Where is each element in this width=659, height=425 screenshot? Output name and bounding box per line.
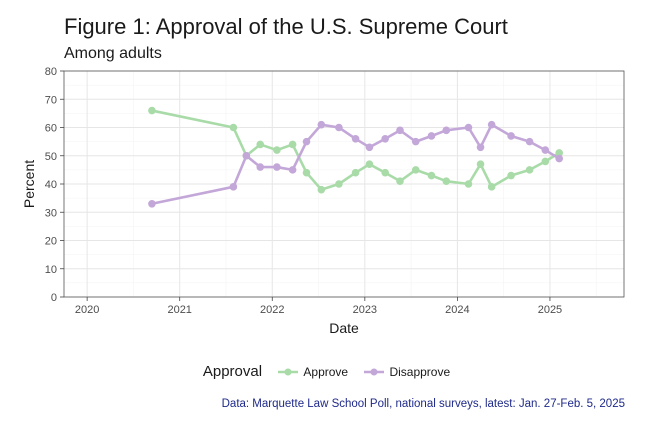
- legend-title: Approval: [202, 363, 263, 380]
- point-approve-3: [256, 140, 265, 149]
- point-disapprove-13: [411, 137, 420, 146]
- point-disapprove-10: [365, 143, 374, 152]
- point-disapprove-22: [555, 154, 564, 163]
- y-tick-label-30: 30: [45, 207, 57, 219]
- point-approve-15: [442, 177, 451, 185]
- y-tick-label-80: 80: [45, 66, 57, 78]
- x-tick-label-2023: 2023: [353, 304, 377, 316]
- point-disapprove-1: [229, 183, 238, 191]
- x-tick-label-2022: 2022: [260, 304, 284, 316]
- point-approve-6: [302, 168, 311, 177]
- point-approve-19: [507, 171, 515, 180]
- point-approve-21: [541, 157, 550, 166]
- point-approve-16: [464, 180, 473, 188]
- point-approve-18: [487, 183, 496, 191]
- point-disapprove-16: [464, 123, 473, 132]
- point-disapprove-20: [525, 137, 534, 146]
- chart-subtitle: Among adults: [64, 45, 162, 62]
- y-tick-label-0: 0: [51, 292, 57, 304]
- legend-entry-disapprove: Disapprove: [363, 365, 450, 379]
- legend-label-approve: Approve: [303, 364, 349, 379]
- point-approve-11: [381, 168, 389, 177]
- x-tick-label-2020: 2020: [75, 304, 99, 316]
- point-disapprove-5: [288, 166, 297, 174]
- x-axis-title: Date: [329, 320, 359, 336]
- y-tick-label-40: 40: [45, 179, 57, 191]
- point-approve-12: [396, 177, 404, 185]
- x-tick-label-2025: 2025: [538, 304, 562, 316]
- legend-label-disapprove: Disapprove: [389, 364, 451, 379]
- point-disapprove-17: [476, 143, 485, 152]
- point-approve-20: [525, 166, 534, 174]
- point-disapprove-14: [427, 132, 436, 140]
- point-disapprove-15: [442, 126, 451, 135]
- y-tick-label-20: 20: [45, 236, 57, 248]
- y-tick-label-70: 70: [45, 94, 57, 106]
- point-approve-10: [365, 160, 374, 169]
- point-approve-1: [229, 123, 238, 132]
- point-approve-14: [427, 171, 436, 180]
- y-axis-title: Percent: [21, 160, 37, 208]
- point-disapprove-2: [242, 151, 251, 160]
- point-disapprove-3: [256, 163, 265, 171]
- data-source-caption: Data: Marquette Law School Poll, nationa…: [221, 398, 625, 410]
- point-disapprove-21: [541, 146, 550, 154]
- point-disapprove-11: [381, 135, 389, 143]
- point-approve-9: [351, 168, 360, 177]
- point-approve-13: [411, 166, 420, 174]
- point-disapprove-0: [148, 199, 156, 208]
- point-approve-0: [148, 106, 156, 115]
- point-approve-7: [317, 185, 326, 194]
- point-disapprove-4: [273, 163, 281, 171]
- point-approve-22: [555, 149, 564, 157]
- legend-key-approve: [278, 368, 299, 375]
- point-disapprove-7: [317, 120, 326, 129]
- point-approve-4: [273, 146, 281, 154]
- point-disapprove-18: [487, 120, 496, 129]
- point-approve-5: [288, 140, 297, 149]
- approval-line-chart: 0 10 20 30 40 50 60 70 80 2020 2021 2022 2023 2024 202…: [21, 66, 625, 336]
- x-tick-label-2021: 2021: [167, 304, 191, 316]
- y-tick-label-10: 10: [45, 264, 57, 276]
- point-approve-8: [335, 180, 343, 188]
- point-disapprove-6: [302, 137, 311, 146]
- point-approve-17: [476, 160, 485, 169]
- point-disapprove-12: [396, 126, 404, 135]
- legend-key-disapprove: [364, 368, 385, 375]
- y-tick-label-50: 50: [45, 151, 57, 163]
- chart-title: Figure 1: Approval of the U.S. Supreme C…: [64, 14, 508, 39]
- legend-entry-approve: Approve: [277, 365, 348, 379]
- point-disapprove-8: [335, 123, 343, 132]
- y-tick-label-60: 60: [45, 123, 57, 135]
- point-disapprove-9: [351, 135, 360, 143]
- x-tick-label-2024: 2024: [445, 304, 469, 316]
- point-disapprove-19: [507, 132, 515, 140]
- legend: Approval Approve Disapprove: [0, 363, 659, 380]
